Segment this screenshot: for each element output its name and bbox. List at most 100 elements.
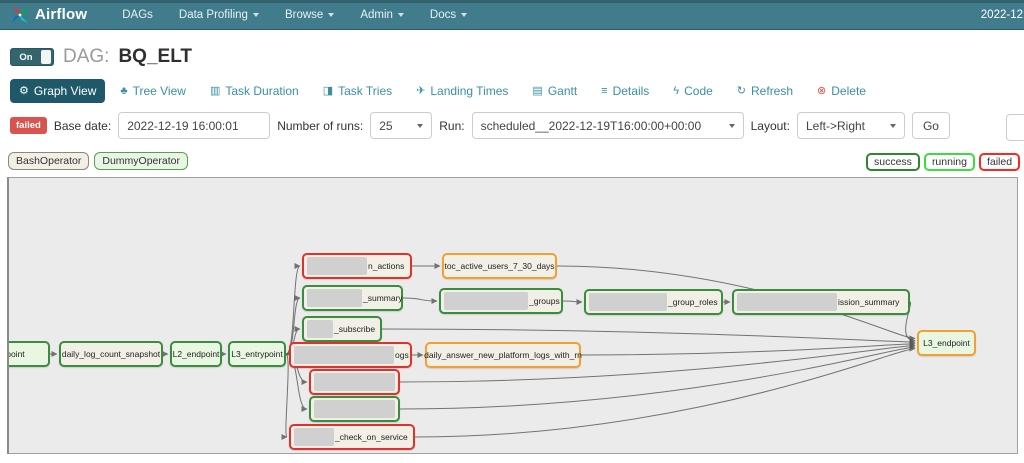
nav-item-label: DAGs [122,8,153,21]
dag-pause-toggle[interactable]: On [10,48,54,66]
nav-item-data-profiling[interactable]: Data Profiling [166,0,272,29]
chevron-down-icon [728,123,735,128]
gantt-button[interactable]: ▤ Gantt [523,79,586,103]
chevron-down-icon [397,12,404,17]
nav-item-label: Data Profiling [178,8,248,21]
dag-node-toc-active-users-7-30-days[interactable]: toc_active_users_7_30_days [442,253,557,279]
landing-times-icon: ✈ [416,84,426,97]
dag-node-daily-answer-new-platform-logs-with-rn[interactable]: daily_answer_new_platform_logs_with_rn [424,342,582,368]
node-label: daily_log_count_snapshot [61,349,161,359]
view-toolbar: ⚙ Graph View ♣ Tree View ▥ Task Duration ◨ Task… [10,79,875,103]
layout-select[interactable]: Left->Right [796,112,905,139]
redacted-label-block [307,257,367,275]
run-select[interactable]: scheduled__2022-12-19T16:00:00+00:00 [471,112,744,139]
filter-row: failed Base date: Number of runs: 25 Run… [10,112,950,139]
nav-item-admin[interactable]: Admin [347,0,417,29]
legend-status-failed: failed [978,153,1021,171]
tree-view-button[interactable]: ♣ Tree View [111,79,195,103]
num-runs-value: 25 [379,118,393,133]
dag-node-l1-entrypoint[interactable]: entrypoint [9,341,50,367]
nav-item-dags[interactable]: DAGs [109,0,166,29]
dag-node-ission-summary[interactable]: ission_summary [732,289,910,315]
base-date-input[interactable] [118,112,271,139]
redacted-label-block [589,293,667,311]
airflow-logo-icon [12,6,28,23]
task-tries-button[interactable]: ◨ Task Tries [314,79,401,103]
node-label: L3_entrypoint [231,349,283,359]
node-label-suffix: _summary [363,293,403,303]
node-label: L2_endpoint [172,349,220,359]
toolbar-button-label: Graph View [33,84,97,98]
node-label-suffix: ission_summary [838,297,900,307]
dag-node-l3-endpoint[interactable]: L3_endpoint [917,330,976,356]
chevron-down-icon [252,12,259,17]
redacted-label-block [294,346,394,364]
node-label: toc_active_users_7_30_days [444,261,555,271]
dag-edges [49,263,916,440]
toolbar-button-label: Delete [831,84,866,98]
redacted-label-block [444,292,528,310]
dag-node-groups[interactable]: _groups [439,288,563,314]
landing-times-button[interactable]: ✈ Landing Times [407,79,517,103]
toggle-knob [41,50,51,64]
task-tries-icon: ◨ [322,84,334,97]
chevron-down-icon [461,12,468,17]
num-runs-select[interactable]: 25 [370,112,433,139]
redacted-label-block [294,428,334,446]
node-label-suffix: ogs [395,350,409,360]
delete-button[interactable]: ⊗ Delete [808,79,875,103]
legend-status-success: success [866,153,920,171]
status-legend: successrunningfailedskippedrescheduled [866,153,1024,171]
toggle-on-label: On [19,51,33,63]
code-button[interactable]: ϟ Code [664,79,722,103]
base-date-label: Base date: [53,118,112,133]
details-icon: ≡ [601,84,608,97]
details-button[interactable]: ≡ Details [592,79,658,103]
refresh-icon: ↻ [736,84,747,97]
chevron-down-icon [328,12,335,17]
dag-node-group-roles[interactable]: _group_roles [584,289,723,315]
dag-prefix: DAG: [63,46,110,67]
chevron-down-icon [417,123,424,128]
graph-view-icon: ⚙ [19,84,29,97]
brand-name: Airflow [35,6,88,23]
nav-item-label: Docs [429,8,457,21]
num-runs-label: Number of runs: [277,118,364,133]
gantt-icon: ▤ [532,84,543,97]
refresh-button[interactable]: ↻ Refresh [728,79,802,103]
toolbar-button-label: Landing Times [430,84,509,98]
top-navbar: Airflow DAGs Data Profiling Browse Admin Doc… [0,0,1024,30]
dag-node-l2-endpoint[interactable]: L2_endpoint [170,341,222,367]
nav-item-docs[interactable]: Docs [417,0,480,29]
dag-node-redacted-success[interactable] [309,396,400,422]
dag-node-summary[interactable]: _summary [302,285,403,311]
toolbar-button-label: Details [612,84,650,98]
dag-node-logs[interactable]: ogs [289,342,412,368]
run-label: Run: [439,118,465,133]
dag-node-subscribe[interactable]: _subscribe [302,316,382,342]
dag-node-check-on-service[interactable]: _check_on_service [289,424,415,450]
redacted-label-block [314,373,395,391]
toolbar-button-label: Task Tries [338,84,393,98]
task-duration-button[interactable]: ▥ Task Duration [201,79,308,103]
dag-node-redacted-failed[interactable] [309,369,400,395]
node-label-suffix: n_actions [368,261,405,271]
search-input[interactable] [1006,114,1024,141]
dag-node-actions[interactable]: n_actions [302,253,412,279]
nav-item-browse[interactable]: Browse [272,0,347,29]
redacted-label-block [314,400,395,418]
node-label: L3_endpoint [923,338,970,348]
airflow-brand[interactable]: Airflow [10,5,87,25]
toolbar-button-label: Code [684,84,713,98]
dag-graph-canvas[interactable]: entrypoint daily_log_count_snapshot L2_end… [7,177,1018,454]
toolbar-button-label: Gantt [547,84,578,98]
go-button[interactable]: Go [911,112,950,139]
dag-node-daily-log-count-snapshot[interactable]: daily_log_count_snapshot [59,341,163,367]
dag-node-l3-entrypoint[interactable]: L3_entrypoint [228,341,286,367]
graph-view-button[interactable]: ⚙ Graph View [10,79,106,103]
layout-label: Layout: [750,118,790,133]
redacted-label-block [307,320,333,338]
toolbar-button-label: Refresh [751,84,794,98]
redacted-label-block [307,289,362,307]
